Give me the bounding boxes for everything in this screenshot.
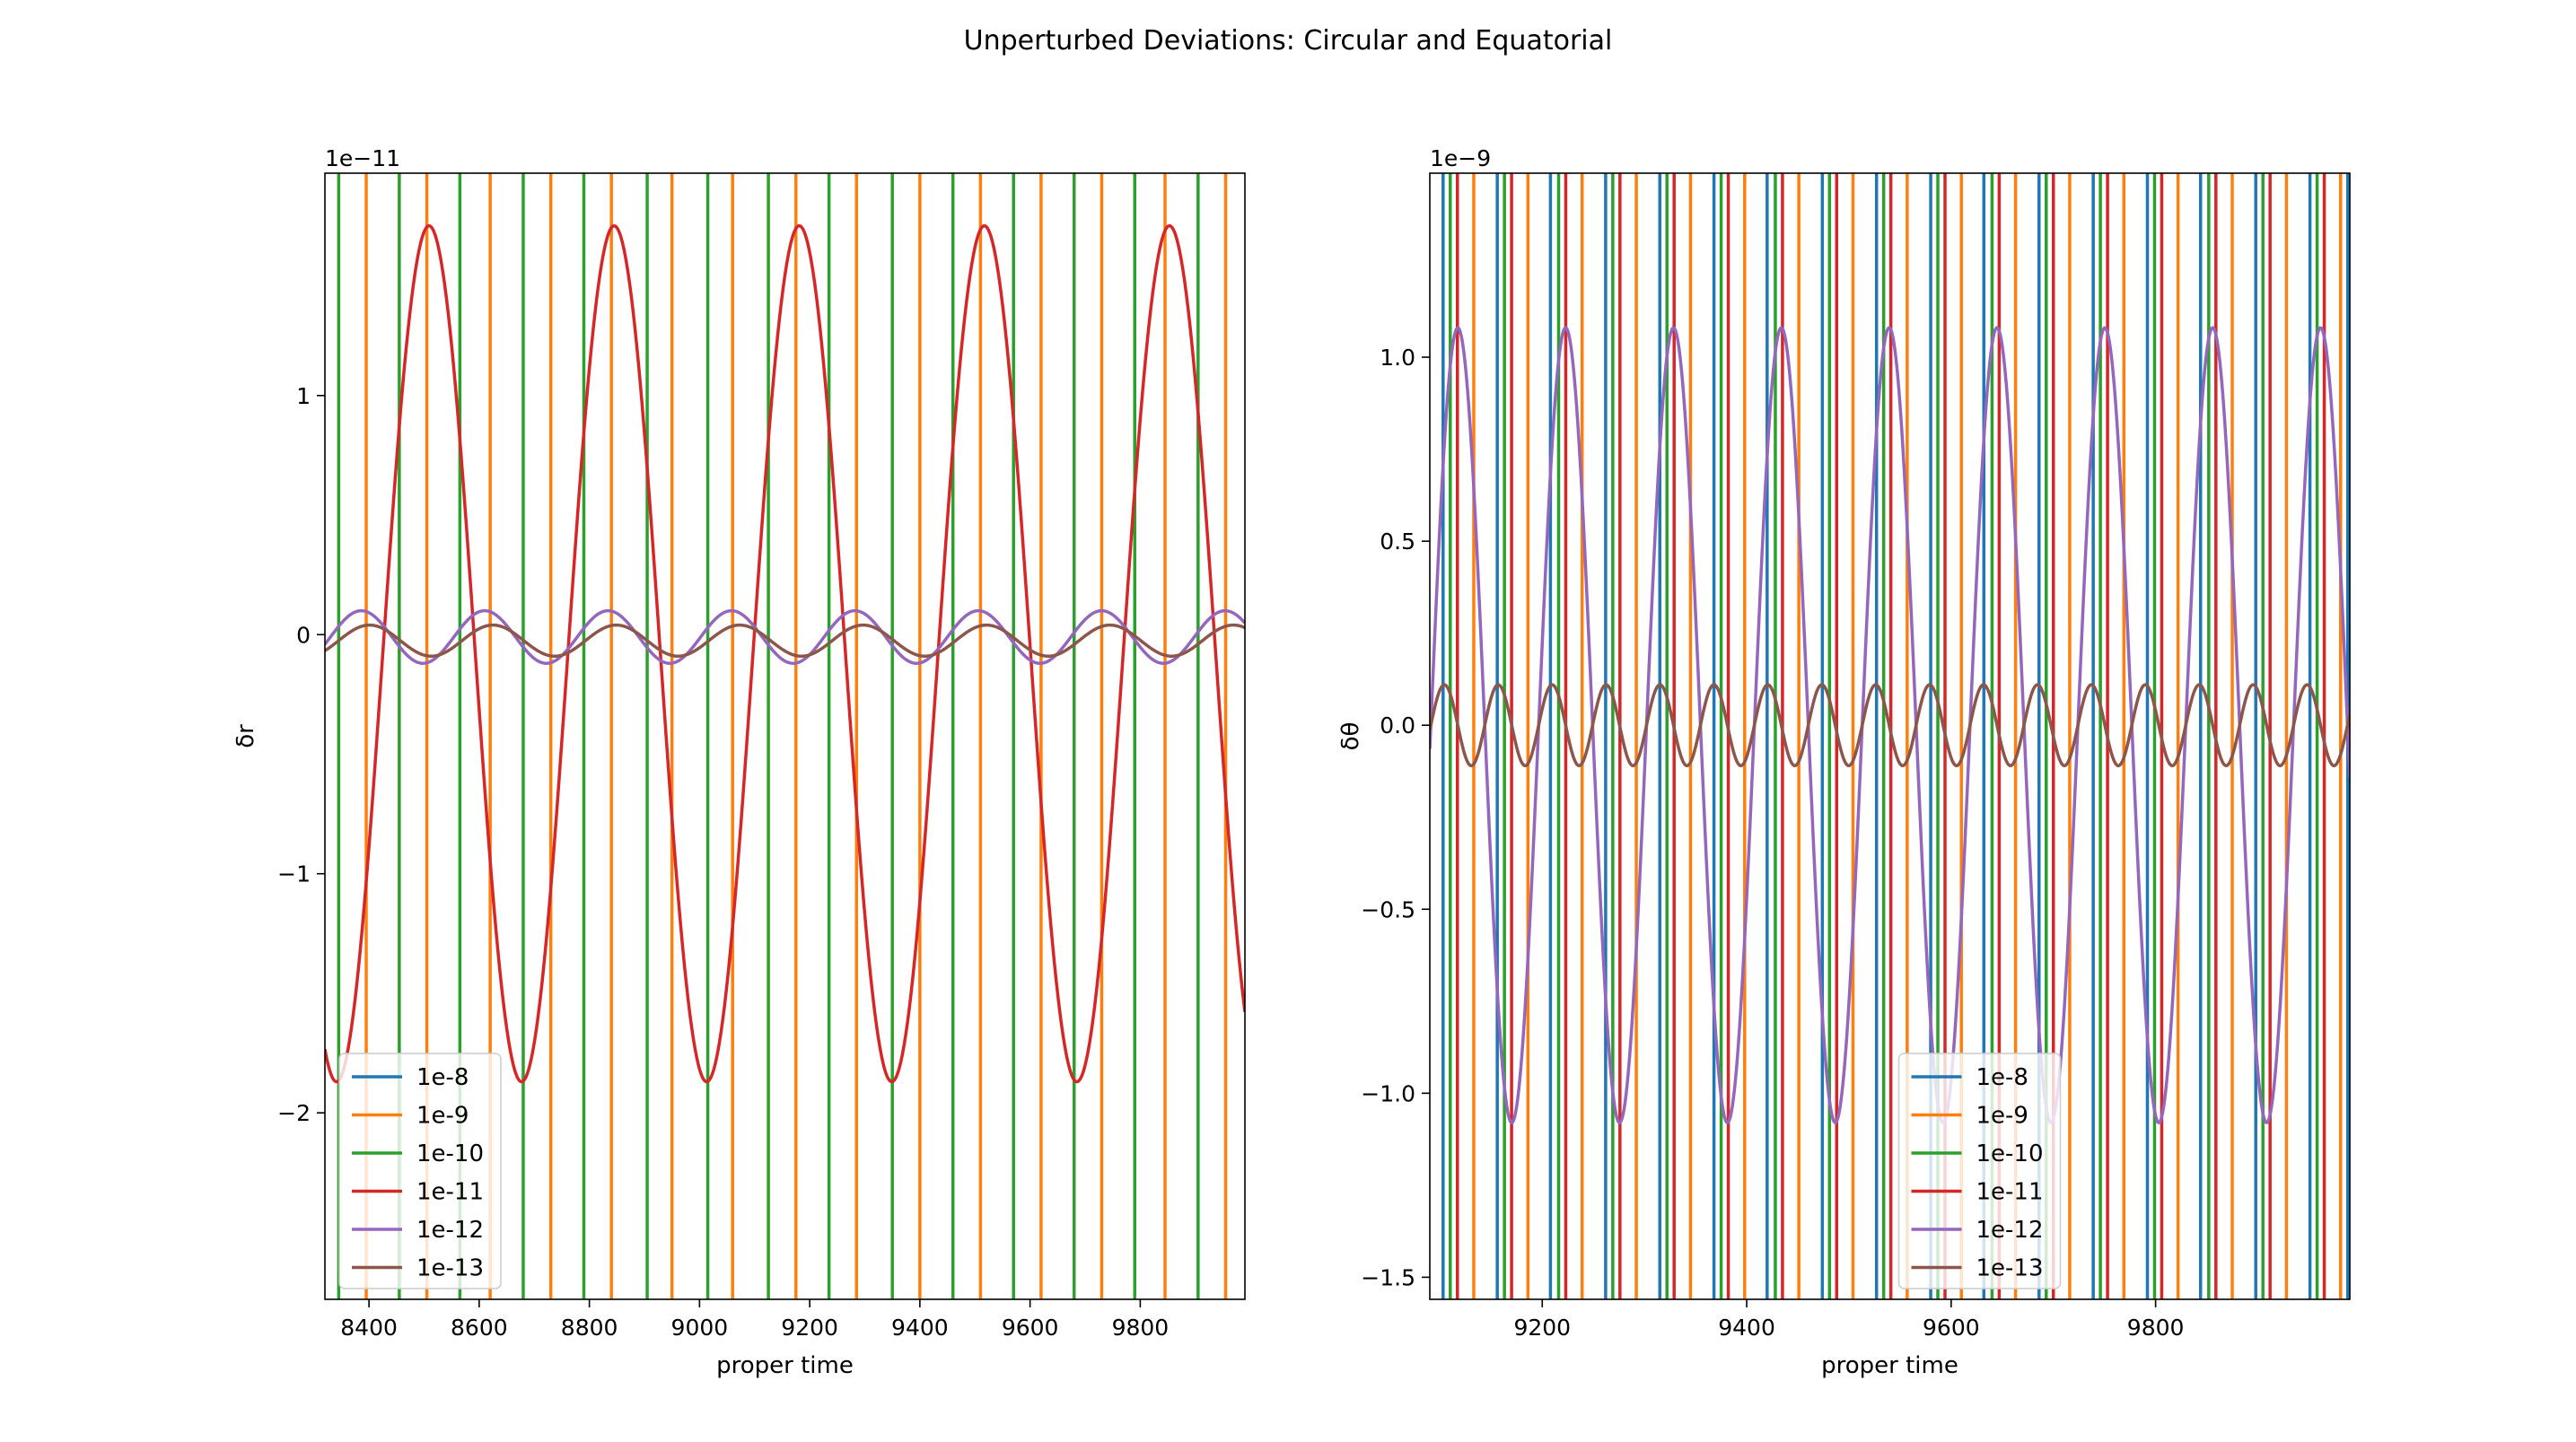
legend: 1e-8 1e-9 1e-10 1e-11 1e-12 1e-13	[1897, 1053, 2062, 1289]
x-tick-label: 9200	[781, 1315, 838, 1341]
x-tick-label: 9600	[1923, 1315, 1980, 1341]
y-tick-label: 1	[296, 383, 311, 409]
y-tick-label: −2	[277, 1100, 311, 1126]
x-tick-label: 9000	[671, 1315, 729, 1341]
figure-title: Unperturbed Deviations: Circular and Equ…	[964, 25, 1613, 57]
y-tick-label: 0.0	[1380, 712, 1415, 738]
legend-label: 1e-9	[416, 1103, 469, 1130]
series-1e-12-line	[1430, 326, 2350, 1125]
legend-label: 1e-8	[416, 1064, 469, 1091]
x-tick-label: 9400	[891, 1315, 949, 1341]
y-tick-label: 0.5	[1380, 529, 1415, 555]
x-tick-label: 8600	[451, 1315, 508, 1341]
axes-frame	[1429, 172, 2351, 1300]
x-tick-label: 9200	[1513, 1315, 1571, 1341]
chart-2: 9200 9400 9600 9800 1.0 0.5 0.0 −0.5 −1.0 −1.5 1e−…	[1337, 145, 2351, 1379]
y-tick-label: −1.0	[1361, 1080, 1415, 1106]
y-tick-label: −0.5	[1361, 896, 1415, 922]
x-tick-label: 9800	[2127, 1315, 2185, 1341]
legend-label: 1e-12	[416, 1217, 484, 1244]
y-tick-label: 1.0	[1380, 345, 1415, 371]
offset-text: 1e−11	[325, 145, 400, 171]
y-tick-label: −1	[277, 861, 311, 887]
legend-label: 1e-13	[1976, 1255, 2044, 1282]
x-tick-label: 9600	[1002, 1315, 1059, 1341]
legend-label: 1e-9	[1976, 1103, 2028, 1130]
x-tick-label: 8400	[340, 1315, 398, 1341]
x-axis-label: proper time	[716, 1352, 854, 1379]
y-tick-label: −1.5	[1361, 1264, 1415, 1290]
axes-frame	[324, 172, 1246, 1300]
y-tick-label: 0	[296, 622, 311, 648]
x-tick-label: 9400	[1718, 1315, 1775, 1341]
legend-label: 1e-11	[1976, 1179, 2044, 1206]
x-axis-label: proper time	[1821, 1352, 1958, 1379]
plot-area	[1430, 173, 2350, 1299]
legend-label: 1e-8	[1976, 1064, 2028, 1091]
offset-text: 1e−9	[1430, 145, 1491, 171]
x-tick-label: 8800	[561, 1315, 618, 1341]
chart-1: 8400 8600 8800 9000 9200 9400 9600 9800 1 0 −1 −2 1e…	[232, 145, 1246, 1379]
legend-label: 1e-11	[416, 1179, 484, 1206]
legend-label: 1e-10	[416, 1140, 484, 1167]
legend-label: 1e-12	[1976, 1217, 2044, 1244]
y-axis-label: δr	[232, 724, 259, 748]
legend-label: 1e-10	[1976, 1140, 2044, 1167]
series-1e-13-line	[1430, 683, 2350, 768]
legend: 1e-8 1e-9 1e-10 1e-11 1e-12 1e-13	[338, 1053, 502, 1289]
series-1e-11-line	[325, 223, 1245, 1084]
series-1e-12-line	[325, 608, 1245, 665]
x-tick-label: 9800	[1112, 1315, 1170, 1341]
plot-area	[325, 173, 1245, 1299]
y-axis-label: δθ	[1337, 722, 1364, 751]
series-1e-13-line	[325, 623, 1245, 658]
legend-label: 1e-13	[416, 1255, 484, 1282]
